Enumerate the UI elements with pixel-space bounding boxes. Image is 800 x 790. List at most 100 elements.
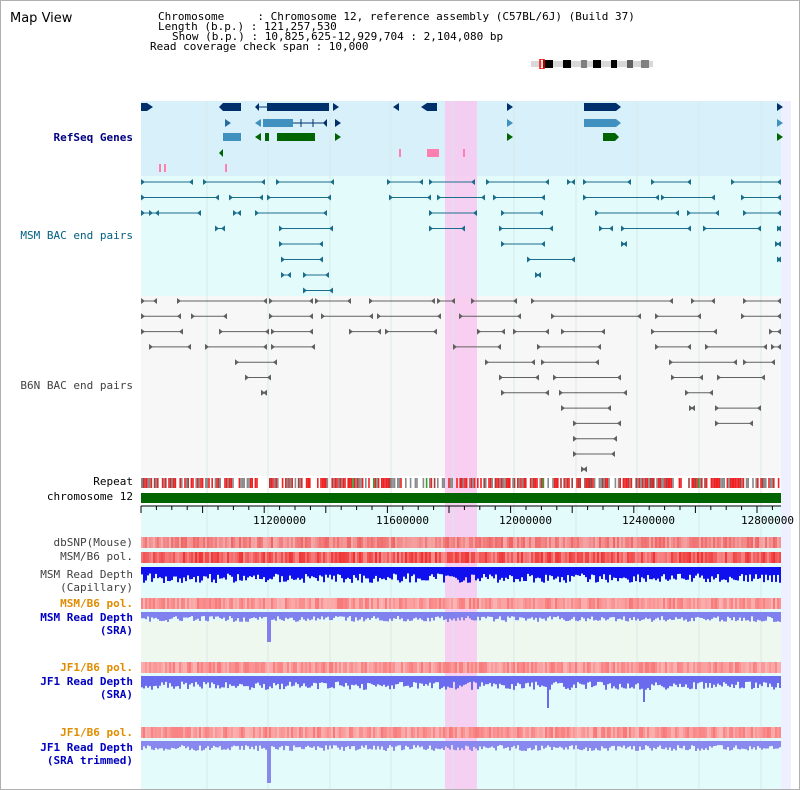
depth-bar [323, 676, 325, 684]
depth-bar [413, 676, 415, 683]
depth-bar [627, 741, 629, 748]
heat-cell [431, 537, 433, 548]
depth-bar [265, 567, 267, 583]
depth-bar [263, 612, 265, 618]
heat-cell [223, 727, 225, 738]
heat-cell [713, 727, 715, 738]
depth-bar [503, 567, 505, 581]
heat-cell [573, 552, 575, 563]
depth-bar [673, 741, 675, 749]
heat-cell [653, 598, 655, 609]
repeat-block [670, 478, 673, 488]
heat-cell [323, 662, 325, 673]
heat-cell [219, 662, 221, 673]
depth-bar [163, 612, 165, 621]
heat-cell [315, 727, 317, 738]
depth-bar [401, 567, 403, 582]
heat-cell [599, 727, 601, 738]
track-label-jf1-pol-2[interactable]: JF1/B6 pol. [60, 726, 133, 739]
track-label-dbsnp[interactable]: dbSNP(Mouse) [53, 536, 133, 549]
depth-bar [297, 612, 299, 622]
heat-cell [263, 537, 265, 548]
depth-bar [593, 676, 595, 687]
chromosome-ideogram[interactable] [531, 54, 653, 70]
repeat-block [299, 478, 301, 488]
bac-end-marker [385, 328, 389, 335]
depth-bar [455, 741, 457, 751]
track-label-msm-pol[interactable]: MSM/B6 pol. [60, 550, 133, 563]
heat-cell [653, 537, 655, 548]
depth-bar [569, 567, 571, 582]
heat-cell [537, 537, 539, 548]
depth-bar [695, 676, 697, 690]
depth-bar [687, 676, 689, 688]
depth-bar [749, 567, 751, 575]
heat-cell [747, 662, 749, 673]
heat-cell [759, 727, 761, 738]
heat-cell [291, 598, 293, 609]
depth-bar [617, 567, 619, 582]
heat-cell [525, 552, 527, 563]
info-coverage-span: Read coverage check span : 10,000 [150, 40, 369, 53]
heat-cell [455, 662, 457, 673]
depth-bar [459, 676, 461, 686]
depth-bar [713, 567, 715, 580]
heat-cell [311, 537, 313, 548]
track-label-repeat[interactable]: Repeat [93, 475, 133, 488]
depth-bar [377, 567, 379, 582]
bac-end-marker [655, 313, 659, 320]
heat-cell [529, 552, 531, 563]
depth-bar [213, 741, 215, 746]
depth-bar [269, 612, 271, 642]
heat-cell [647, 727, 649, 738]
depth-bar [757, 567, 759, 580]
depth-bar [355, 676, 357, 685]
track-label-jf1-depth-sra[interactable]: JF1 Read Depth [40, 675, 133, 688]
heat-cell [191, 662, 193, 673]
heat-cell [679, 537, 681, 548]
track-label-jf1-pol[interactable]: JF1/B6 pol. [60, 661, 133, 674]
repeat-block [517, 478, 519, 488]
track-label-chromosome[interactable]: chromosome 12 [46, 490, 133, 503]
heat-cell [777, 662, 779, 673]
depth-bar [675, 676, 677, 685]
heat-cell [423, 662, 425, 673]
heat-cell [369, 552, 371, 563]
depth-bar [371, 741, 373, 750]
heat-cell [769, 537, 771, 548]
track-label-jf1-depth-trimmed[interactable]: JF1 Read Depth [40, 741, 133, 754]
heat-cell [531, 598, 533, 609]
heat-cell [223, 662, 225, 673]
depth-bar [275, 741, 277, 750]
heat-cell [629, 552, 631, 563]
track-label-msm-depth-sra[interactable]: MSM Read Depth [40, 611, 133, 624]
depth-bar [215, 612, 217, 617]
repeat-block [566, 478, 569, 488]
track-label-b6n-bac[interactable]: B6N BAC end pairs [20, 379, 133, 392]
depth-bar [227, 567, 229, 574]
repeat-block [587, 478, 589, 488]
heat-cell [229, 727, 231, 738]
heat-cell [561, 598, 563, 609]
heat-cell [249, 552, 251, 563]
depth-bar [619, 676, 621, 684]
depth-bar [253, 612, 255, 618]
heat-cell [657, 598, 659, 609]
repeat-block [248, 478, 250, 488]
bac-end-marker [607, 405, 611, 412]
track-label-msm-depth-capillary[interactable]: MSM Read Depth [40, 568, 133, 581]
repeat-block [393, 478, 396, 488]
depth-bar [153, 612, 155, 619]
heat-cell [707, 598, 709, 609]
heat-cell [251, 662, 253, 673]
heat-cell [549, 552, 551, 563]
heat-cell [249, 727, 251, 738]
depth-bar [165, 612, 167, 621]
track-label-msm-bac[interactable]: MSM BAC end pairs [20, 229, 133, 242]
track-label-msm-pol-2[interactable]: MSM/B6 pol. [60, 597, 133, 610]
heat-cell [577, 727, 579, 738]
depth-bar [705, 676, 707, 683]
track-label-refseq[interactable]: RefSeq Genes [53, 131, 133, 144]
depth-bar [709, 676, 711, 684]
